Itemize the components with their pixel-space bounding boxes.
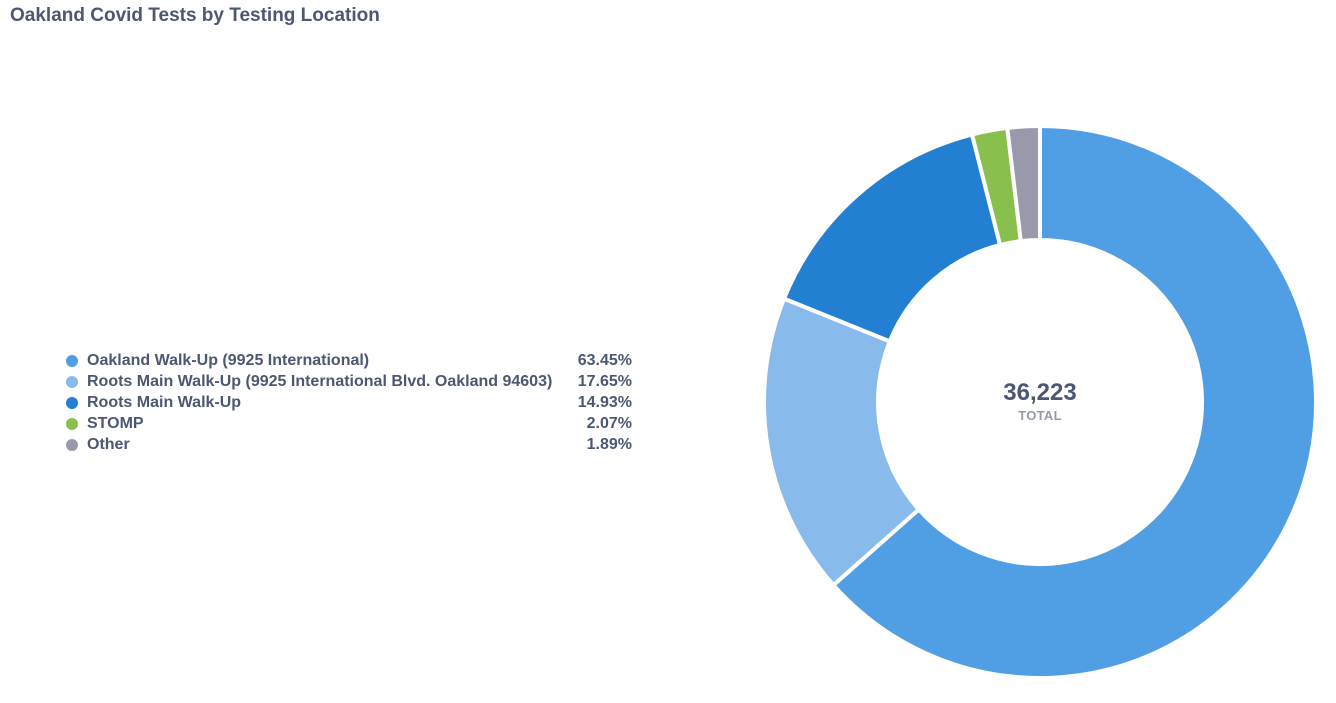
legend-percent: 17.65%: [577, 372, 632, 390]
donut-slice[interactable]: [782, 132, 1003, 344]
legend-percent: 2.07%: [586, 414, 632, 432]
legend-swatch-icon: [66, 438, 78, 451]
legend-swatch-icon: [66, 396, 78, 409]
legend-percent: 63.45%: [577, 351, 632, 369]
donut-svg: 36,223 TOTAL: [762, 124, 1318, 680]
legend-label: Roots Main Walk-Up: [87, 393, 242, 411]
total-label: TOTAL: [1018, 408, 1062, 423]
chart-legend: Oakland Walk-Up (9925 International) 63.4…: [66, 350, 632, 455]
donut-chart: 36,223 TOTAL: [762, 124, 1318, 680]
total-value: 36,223: [1003, 379, 1076, 406]
donut-slice[interactable]: [1005, 124, 1042, 244]
legend-item[interactable]: Oakland Walk-Up (9925 International) 63.4…: [66, 350, 632, 371]
legend-swatch-icon: [66, 417, 78, 430]
donut-slice[interactable]: [762, 296, 921, 588]
chart-title: Oakland Covid Tests by Testing Location: [10, 5, 380, 26]
legend-item[interactable]: Roots Main Walk-Up (9925 International B…: [66, 371, 632, 392]
legend-item[interactable]: Roots Main Walk-Up 14.93%: [66, 392, 632, 413]
legend-percent: 14.93%: [577, 393, 632, 411]
legend-percent: 1.89%: [586, 435, 632, 453]
legend-label: Other: [87, 435, 130, 453]
legend-swatch-icon: [66, 354, 78, 367]
legend-label: Roots Main Walk-Up (9925 International B…: [87, 372, 553, 390]
donut-slice[interactable]: [831, 124, 1318, 680]
legend-item[interactable]: STOMP 2.07%: [66, 413, 632, 434]
legend-swatch-icon: [66, 375, 78, 388]
legend-label: STOMP: [87, 414, 144, 432]
legend-label: Oakland Walk-Up (9925 International): [87, 351, 370, 369]
legend-item[interactable]: Other 1.89%: [66, 434, 632, 455]
